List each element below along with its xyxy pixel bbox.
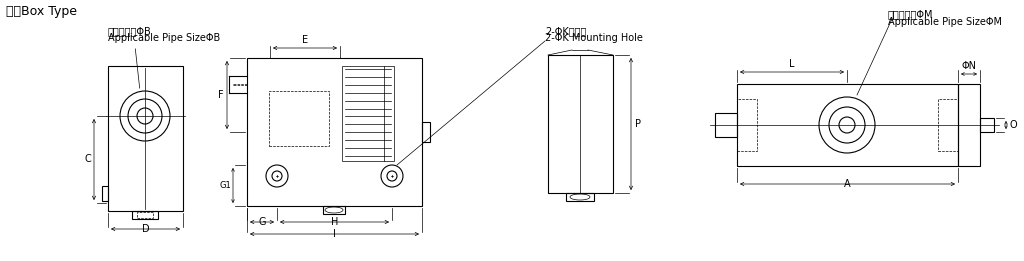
Bar xyxy=(938,99,958,151)
Bar xyxy=(323,206,345,214)
Bar xyxy=(342,66,394,161)
Text: Applicable Pipe SizeΦM: Applicable Pipe SizeΦM xyxy=(888,17,1002,27)
Text: P: P xyxy=(635,119,641,129)
Text: G1: G1 xyxy=(219,181,231,190)
Text: G: G xyxy=(258,217,266,227)
Bar xyxy=(980,118,994,132)
Bar xyxy=(958,84,980,166)
Bar xyxy=(737,99,757,151)
Text: H: H xyxy=(331,217,338,227)
Bar xyxy=(269,91,329,146)
Bar xyxy=(247,58,422,206)
Text: L: L xyxy=(790,59,795,69)
Text: 盒式Box Type: 盒式Box Type xyxy=(6,5,77,18)
Bar xyxy=(566,193,594,201)
Text: C: C xyxy=(84,155,91,164)
Bar xyxy=(422,122,430,142)
Text: 适合管外径ΦB: 适合管外径ΦB xyxy=(108,26,152,36)
Bar xyxy=(102,186,108,201)
Text: D: D xyxy=(141,224,150,234)
Text: 2-ΦK安装孔: 2-ΦK安装孔 xyxy=(545,26,587,36)
Text: 适合管外径ΦM: 适合管外径ΦM xyxy=(888,9,934,19)
Text: O: O xyxy=(1009,120,1017,130)
Bar xyxy=(137,212,153,218)
Bar xyxy=(132,211,158,219)
Text: 2-ΦK Mounting Hole: 2-ΦK Mounting Hole xyxy=(545,33,643,43)
Text: Applicable Pipe SizeΦB: Applicable Pipe SizeΦB xyxy=(108,33,220,43)
Bar xyxy=(108,66,183,211)
Text: A: A xyxy=(844,179,851,189)
Text: E: E xyxy=(302,35,308,45)
Bar xyxy=(715,113,737,137)
Text: F: F xyxy=(218,90,224,100)
Bar xyxy=(737,84,958,166)
Text: I: I xyxy=(333,229,336,239)
Bar xyxy=(548,55,613,193)
Text: ΦN: ΦN xyxy=(962,61,977,71)
